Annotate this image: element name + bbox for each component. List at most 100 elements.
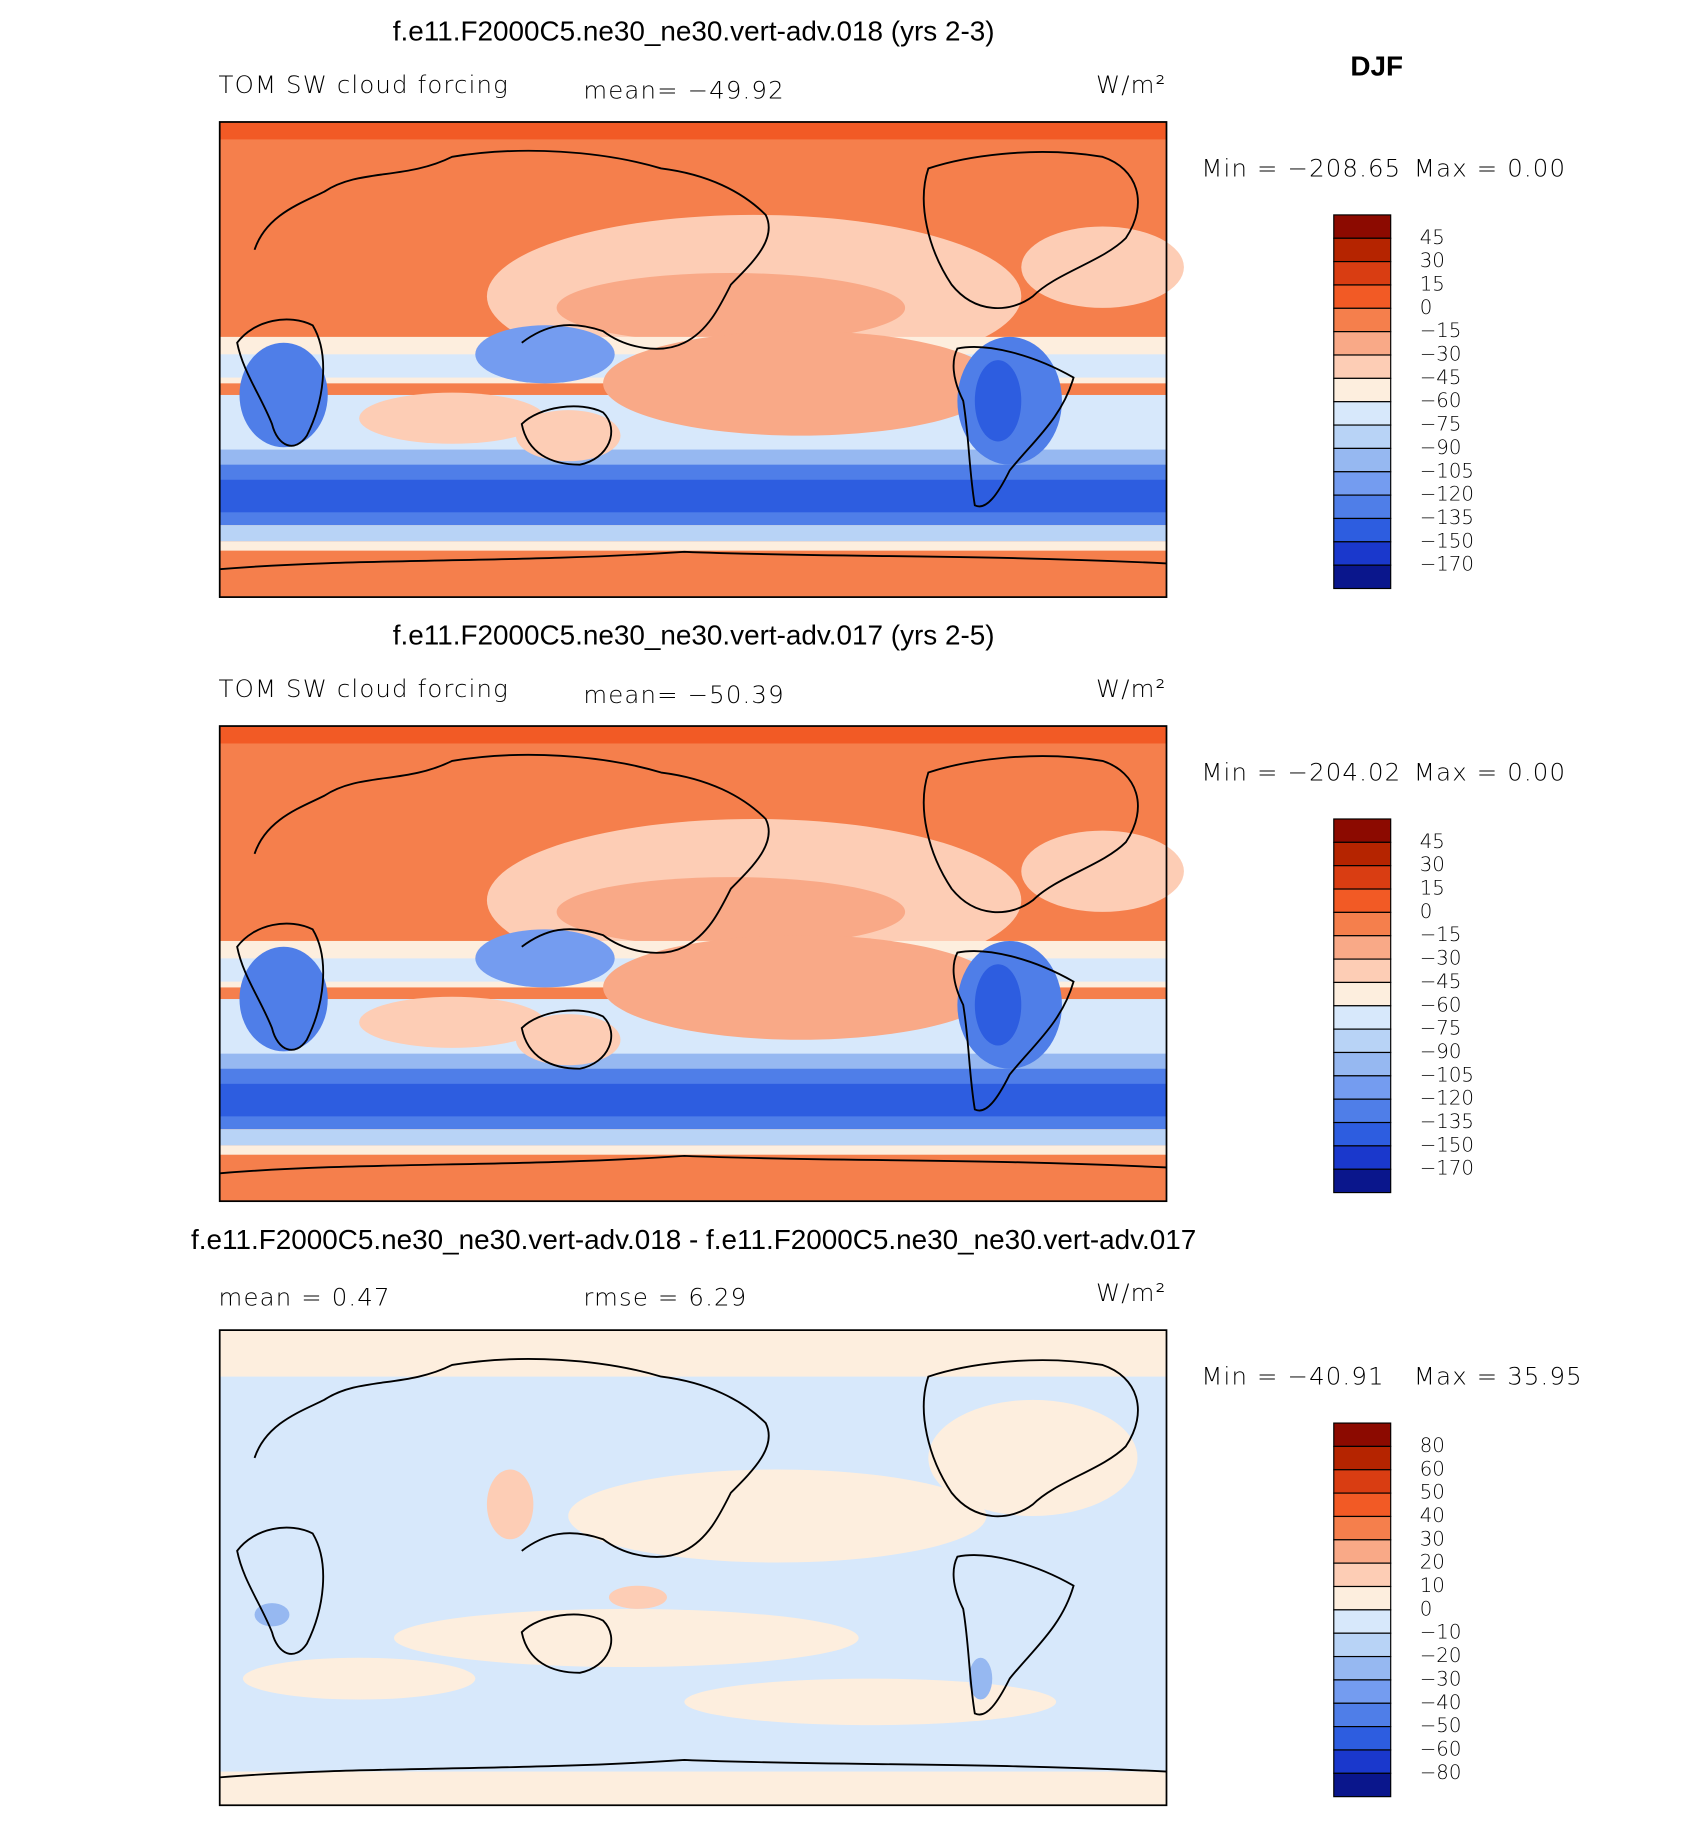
colorbar-label: −45 <box>1420 970 1462 993</box>
min-label: Min = −208.65 <box>1201 154 1401 183</box>
colorbar-box <box>1333 1422 1392 1447</box>
units: W/m² <box>1096 1278 1166 1307</box>
colorbar-box <box>1333 237 1392 263</box>
colorbar-box <box>1333 1655 1392 1681</box>
min-label: Min = −204.02 <box>1201 758 1401 787</box>
colorbar-box <box>1333 1702 1392 1728</box>
colorbar-label: −170 <box>1420 1157 1474 1180</box>
colorbar-label: −15 <box>1420 923 1462 946</box>
map-frame <box>218 1329 1168 1807</box>
colorbar-label: 10 <box>1420 1574 1445 1597</box>
colorbar-label: −90 <box>1420 436 1462 459</box>
colorbar-label: 0 <box>1420 900 1433 923</box>
colorbar-box <box>1333 307 1392 333</box>
units: W/m² <box>1096 674 1166 703</box>
panel-title: f.e11.F2000C5.ne30_ne30.vert-adv.018 - f… <box>191 1224 1196 1255</box>
colorbar-box <box>1333 841 1392 867</box>
panel-middle-label: mean= −49.92 <box>583 76 784 105</box>
max-label: Max = 0.00 <box>1414 758 1566 787</box>
season: DJF <box>1350 51 1403 82</box>
min-label: Min = −40.91 <box>1201 1362 1384 1391</box>
colorbar-box <box>1333 888 1392 913</box>
colorbar-box <box>1333 1051 1392 1077</box>
panel-title: f.e11.F2000C5.ne30_ne30.vert-adv.017 (yr… <box>393 620 995 651</box>
colorbar-label: −40 <box>1420 1691 1462 1714</box>
colorbar-box <box>1333 564 1392 590</box>
colorbar-label: −30 <box>1420 1667 1462 1690</box>
colorbar-label: 45 <box>1420 226 1445 249</box>
colorbar-box <box>1333 284 1392 309</box>
colorbar-label: −10 <box>1420 1621 1462 1644</box>
colorbar-label: −60 <box>1420 993 1462 1016</box>
colorbar-label: 15 <box>1420 877 1445 900</box>
colorbar-box <box>1333 1585 1392 1611</box>
colorbar-box <box>1333 1539 1392 1564</box>
colorbar-box <box>1333 935 1392 960</box>
colorbar-label: 60 <box>1420 1457 1445 1480</box>
map <box>220 1330 1167 1805</box>
colorbar-box <box>1333 1145 1392 1170</box>
colorbar-box <box>1333 1749 1392 1774</box>
max-label: Max = 35.95 <box>1414 1362 1583 1391</box>
colorbar-box <box>1333 331 1392 356</box>
colorbar-box <box>1333 1168 1392 1194</box>
map-frame <box>218 121 1168 598</box>
colorbar-label: 30 <box>1420 249 1445 272</box>
colorbar-box <box>1333 818 1392 843</box>
colorbar-box <box>1333 377 1392 403</box>
panel-middle-label: mean= −50.39 <box>583 680 784 709</box>
colorbar-label: −75 <box>1420 1017 1462 1040</box>
colorbar-box <box>1333 214 1392 239</box>
colorbar-label: 15 <box>1420 272 1445 295</box>
colorbar-label: −120 <box>1420 483 1474 506</box>
colorbar-box <box>1333 517 1392 543</box>
colorbar-box <box>1333 1726 1392 1751</box>
panel-left-label: TOM SW cloud forcing <box>219 70 509 99</box>
colorbar-label: −30 <box>1420 343 1462 366</box>
colorbar-label: 50 <box>1420 1481 1445 1504</box>
colorbar-label: −105 <box>1420 1063 1474 1086</box>
colorbar-label: −105 <box>1420 459 1474 482</box>
colorbar-label: −135 <box>1420 506 1474 529</box>
colorbar-label: −150 <box>1420 529 1474 552</box>
colorbar-label: −150 <box>1420 1133 1474 1156</box>
colorbar-label: 30 <box>1420 1527 1445 1550</box>
panel-left-label: mean = 0.47 <box>219 1283 391 1312</box>
colorbar-label: −50 <box>1420 1714 1462 1737</box>
colorbar-box <box>1333 1098 1392 1124</box>
units: W/m² <box>1096 70 1166 99</box>
colorbar-box <box>1333 958 1392 984</box>
colorbar-box <box>1333 911 1392 937</box>
colorbar-label: −15 <box>1420 319 1462 342</box>
colorbar-box <box>1333 1469 1392 1494</box>
colorbar-box <box>1333 1679 1392 1704</box>
colorbar-box <box>1333 541 1392 566</box>
colorbar-label: 20 <box>1420 1551 1445 1574</box>
colorbar-label: 45 <box>1420 830 1445 853</box>
colorbar-label: −80 <box>1420 1761 1462 1784</box>
max-label: Max = 0.00 <box>1414 154 1566 183</box>
colorbar-label: −135 <box>1420 1110 1474 1133</box>
colorbar-box <box>1333 1005 1392 1030</box>
colorbar-box <box>1333 494 1392 520</box>
colorbar-box <box>1333 424 1392 449</box>
colorbar-box <box>1333 471 1392 496</box>
colorbar-box <box>1333 865 1392 890</box>
colorbar-label: 30 <box>1420 853 1445 876</box>
colorbar-label: 40 <box>1420 1504 1445 1527</box>
colorbar-label: −60 <box>1420 389 1462 412</box>
colorbar-box <box>1333 1609 1392 1634</box>
colorbar-label: 0 <box>1420 296 1433 319</box>
colorbar-box <box>1333 447 1392 473</box>
panel-title: f.e11.F2000C5.ne30_ne30.vert-adv.018 (yr… <box>393 16 995 47</box>
map <box>220 122 1184 597</box>
map <box>220 726 1184 1201</box>
colorbar-label: 80 <box>1420 1434 1445 1457</box>
colorbar-box <box>1333 1772 1392 1798</box>
colorbar-box <box>1333 354 1392 379</box>
colorbar-label: −75 <box>1420 413 1462 436</box>
colorbar-label: −20 <box>1420 1644 1462 1667</box>
colorbar-box <box>1333 261 1392 286</box>
colorbar-box <box>1333 1445 1392 1471</box>
